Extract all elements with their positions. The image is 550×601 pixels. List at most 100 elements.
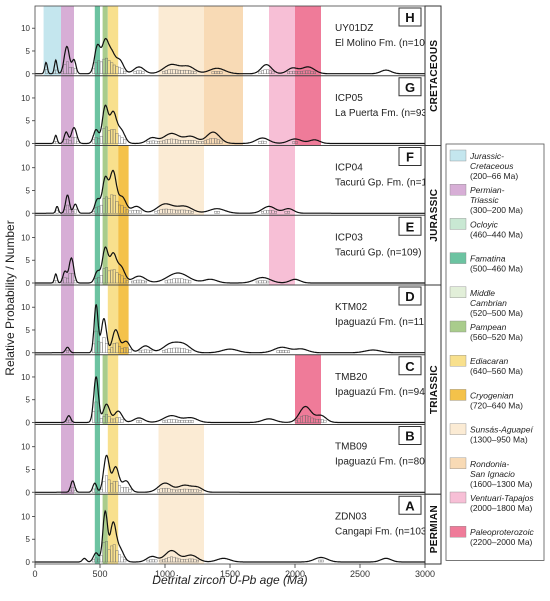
y-tick-label: 5 [26,396,31,405]
histogram-bar [102,481,106,493]
age-bands-layer [43,6,321,564]
histogram-bar [97,410,101,423]
histogram-bar [261,140,265,144]
histogram-bar [274,211,278,214]
histogram-bar [65,350,69,353]
y-tick-label: 10 [21,94,30,103]
age-band [102,75,108,146]
age-band [204,75,243,146]
histogram-bar [154,140,158,144]
probability-curve [35,454,425,493]
histogram-bar [219,140,223,144]
histogram-bar [120,556,124,563]
histogram-bar [149,140,153,144]
histogram-bar [91,559,95,563]
age-band [94,215,100,285]
histogram-bar [136,420,140,423]
histogram-bar [182,420,186,423]
panel-A: 0 5 10 ZDN03 Cangapi Fm. (n=103) A [21,493,430,567]
period-label: CRETACEOUS [429,40,440,112]
histogram-bar [55,209,59,214]
histogram-bar [133,280,137,284]
histogram-bar [266,280,270,284]
age-band [269,75,295,146]
probability-curve [35,169,425,214]
age-band [118,285,129,355]
formation-label: Tacurú Gp. (n=109) [335,247,421,258]
histogram-bar [195,559,199,563]
age-band [94,75,100,146]
histogram-bar [169,348,173,353]
legend-swatch [449,286,467,298]
age-band [269,6,295,76]
histogram-bar [190,420,194,423]
histogram-bar [104,343,108,353]
histogram-bar [261,280,265,284]
histogram-bar [188,350,192,353]
histogram-bar [133,71,137,74]
legend-name: Sunsás-Aguapeí [470,425,534,435]
histogram-bar [188,420,192,423]
y-tick-label: 5 [26,47,31,56]
histogram-bar [136,279,140,284]
legend-range: (2000–1800 Ma) [470,503,533,513]
histogram-bar [138,70,142,74]
histogram-bar [73,136,77,144]
y-tick-label: 5 [26,186,31,195]
histogram-bar [177,347,181,353]
histogram-bar [294,141,298,144]
age-band [158,424,204,495]
age-band [61,145,74,216]
histogram-bar [130,280,134,284]
y-tick-label: 0 [26,70,31,79]
y-tick-label: 0 [26,349,31,358]
y-tick-label: 10 [21,303,30,312]
legend-name: Ediacaran [470,356,509,366]
panel-letter: A [405,498,415,513]
histogram-bar [138,420,142,423]
legend-name: Triassic [470,195,499,205]
histogram-bar [279,350,283,353]
legend-item: Famatina(500–460 Ma) [449,252,523,274]
histogram-bar [99,418,103,423]
age-band [102,354,108,425]
legend-item: Jurassic-Cretaceous(200–66 Ma) [449,149,518,181]
panel-E: 0 5 10 ICP03 Tacurú Gp. (n=109) E [21,214,426,288]
panel-letter-box [398,147,422,166]
period-label: PERMIAN [429,505,440,553]
legend-name: Ocloyic [470,219,499,229]
histogram-bar [162,350,166,353]
histogram-bar [169,419,173,423]
legend-item: Cryogenian(720–640 Ma) [449,389,523,410]
histogram-bar [313,71,317,74]
age-band [61,424,74,495]
panel-letter: B [405,429,414,444]
histogram-bar [151,140,155,144]
y-tick-label: 10 [21,512,30,521]
histogram-bar [136,70,140,74]
histogram-bar [128,210,132,214]
age-band [204,6,243,76]
histogram-bar [117,485,121,493]
legend-name: Cretaceous [470,161,514,171]
histogram-bar [120,68,124,74]
histogram-bar [102,337,106,353]
histogram-bar [175,347,179,353]
age-band [107,285,119,355]
panel-letter: H [405,10,414,25]
panel-letter-box [398,286,422,306]
legend-item: Permian-Triassic(300–200 Ma) [449,183,523,215]
period-label: TRIASSIC [429,365,440,414]
histogram-bar [128,349,132,353]
probability-curve [35,376,425,424]
probability-curve [35,304,425,354]
histogram-bar [99,275,103,284]
panel-letter-box [398,495,422,515]
legend-range: (200–66 Ma) [470,171,518,181]
age-band [107,424,119,495]
histogram-bar [180,420,184,423]
histogram-bar [180,348,184,353]
histogram-bar [71,486,75,493]
legend-name: Ventuari-Tapajos [470,493,534,503]
legend-range: (560–520 Ma) [470,332,523,342]
